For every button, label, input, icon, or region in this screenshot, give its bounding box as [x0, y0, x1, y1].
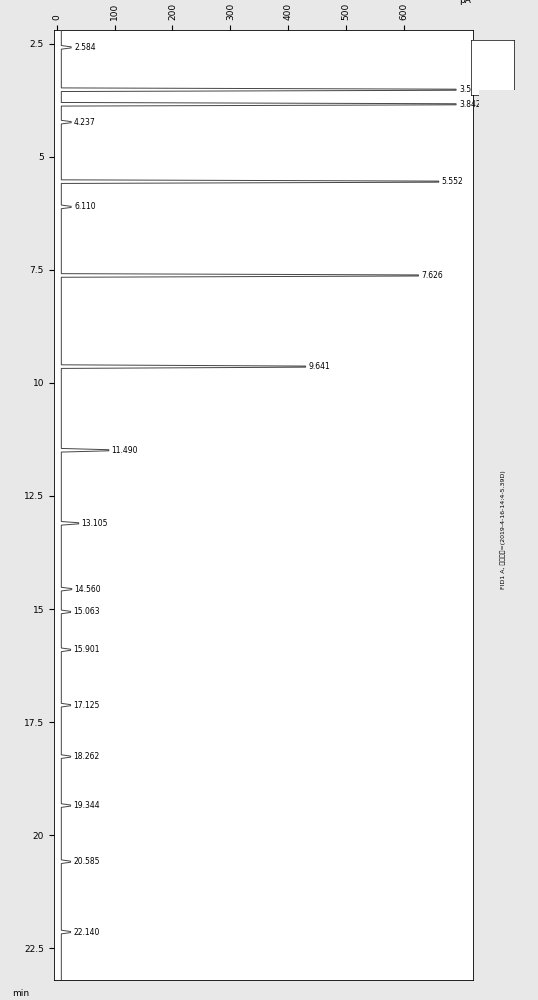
Text: 3.520: 3.520 — [459, 85, 481, 94]
Text: 9.641: 9.641 — [308, 362, 330, 371]
Text: 11.490: 11.490 — [112, 446, 138, 455]
Text: 17.125: 17.125 — [74, 701, 100, 710]
Text: 3.842: 3.842 — [459, 100, 480, 109]
Text: 6.110: 6.110 — [74, 202, 96, 211]
Text: 4.237: 4.237 — [74, 118, 96, 127]
Text: pA: pA — [459, 0, 471, 5]
Text: 14.560: 14.560 — [75, 585, 101, 594]
Text: 20.585: 20.585 — [74, 857, 100, 866]
Text: FID1 A, 采集频率=(2019-4-16-14:4-5.39D): FID1 A, 采集频率=(2019-4-16-14:4-5.39D) — [500, 471, 506, 589]
Text: 19.344: 19.344 — [74, 801, 100, 810]
Text: 13.105: 13.105 — [82, 519, 108, 528]
Text: 18.262: 18.262 — [74, 752, 100, 761]
Text: 2.584: 2.584 — [74, 43, 96, 52]
Text: 5.552: 5.552 — [442, 177, 463, 186]
Text: 15.063: 15.063 — [74, 607, 100, 616]
Text: 7.626: 7.626 — [421, 271, 443, 280]
Text: min: min — [12, 990, 29, 998]
Text: 22.140: 22.140 — [74, 928, 100, 937]
Text: 15.901: 15.901 — [74, 645, 100, 654]
